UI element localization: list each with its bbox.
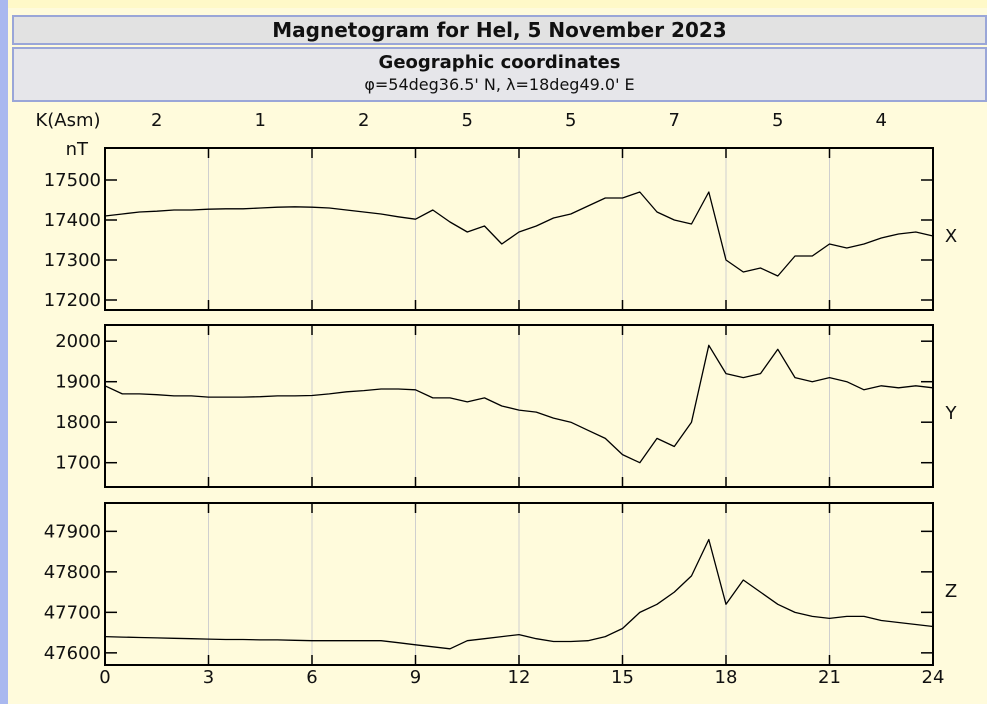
series-label: Y xyxy=(945,403,958,424)
x-tick-label: 15 xyxy=(611,667,634,688)
y-tick-label: 47700 xyxy=(44,602,101,623)
data-line xyxy=(104,344,934,464)
x-tick-label: 12 xyxy=(508,667,531,688)
k-index-label: K(Asm) xyxy=(35,110,100,131)
k-index-value: 2 xyxy=(151,110,162,131)
y-tick-label: 2000 xyxy=(55,331,101,352)
k-index-value: 7 xyxy=(669,110,680,131)
k-index-value: 4 xyxy=(876,110,887,131)
x-tick-label: 0 xyxy=(99,667,110,688)
x-tick-label: 9 xyxy=(410,667,421,688)
data-line xyxy=(104,191,934,277)
x-tick-label: 18 xyxy=(715,667,738,688)
y-tick-label: 1900 xyxy=(55,372,101,393)
x-tick-label: 21 xyxy=(818,667,841,688)
y-tick-label: 17500 xyxy=(44,170,101,191)
title: Magnetogram for Hel, 5 November 2023 xyxy=(272,18,727,42)
data-line xyxy=(104,538,934,650)
plot-frame xyxy=(104,502,934,666)
title-box: Magnetogram for Hel, 5 November 2023 xyxy=(12,15,987,45)
y-tick-label: 17300 xyxy=(44,250,101,271)
k-index-value: 5 xyxy=(565,110,576,131)
x-tick-label: 24 xyxy=(922,667,945,688)
coordinates: φ=54deg36.5' N, λ=18deg49.0' E xyxy=(364,75,635,94)
frame xyxy=(0,0,8,704)
subtitle: Geographic coordinates xyxy=(378,52,621,73)
subtitle-box: Geographic coordinates φ=54deg36.5' N, λ… xyxy=(12,47,987,102)
k-index-value: 1 xyxy=(255,110,266,131)
x-tick-label: 3 xyxy=(203,667,214,688)
frame xyxy=(0,0,987,8)
y-tick-label: 1700 xyxy=(55,453,101,474)
y-axis-unit: nT xyxy=(66,139,89,160)
k-index-value: 5 xyxy=(462,110,473,131)
series-label: X xyxy=(945,226,957,247)
y-tick-label: 1800 xyxy=(55,412,101,433)
y-tick-label: 17400 xyxy=(44,210,101,231)
plot-frame xyxy=(104,324,934,488)
y-tick-label: 17200 xyxy=(44,290,101,311)
y-tick-label: 47900 xyxy=(44,521,101,542)
y-tick-label: 47600 xyxy=(44,643,101,664)
plot-frame xyxy=(104,147,934,311)
k-index-value: 5 xyxy=(772,110,783,131)
y-tick-label: 47800 xyxy=(44,562,101,583)
k-index-value: 2 xyxy=(358,110,369,131)
series-label: Z xyxy=(945,581,957,602)
x-tick-label: 6 xyxy=(306,667,317,688)
